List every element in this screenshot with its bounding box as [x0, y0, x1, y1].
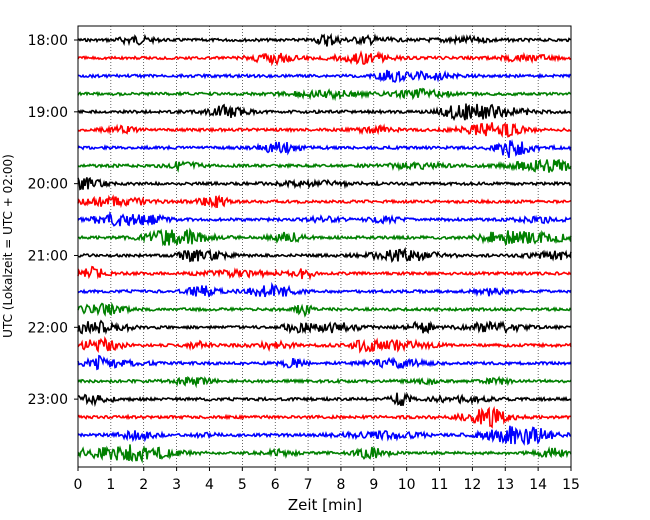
- y-tick-label: 21:00: [28, 248, 68, 264]
- x-axis-ticks: 0 1 2 3 4 5 6 7 8 9 10 11 12 13 14 15: [74, 467, 580, 493]
- trace-line-2045: [77, 227, 572, 247]
- trace-line-1815: [77, 50, 572, 67]
- trace-line-2330: [77, 425, 572, 446]
- y-tick-label: 18:00: [28, 33, 68, 49]
- x-tick-label: 1: [106, 477, 115, 493]
- trace-line-2200: [77, 319, 572, 335]
- trace-line-2100: [77, 246, 572, 263]
- trace-line-1945: [77, 158, 572, 173]
- trace-line-2345: [77, 444, 572, 464]
- y-tick-label: 22:00: [28, 320, 68, 336]
- x-tick-label: 6: [271, 477, 280, 493]
- y-axis-label: UTC (Lokalzeit = UTC + 02:00): [1, 154, 15, 338]
- x-tick-label: 2: [139, 477, 148, 493]
- plot-frame: [77, 25, 572, 468]
- y-axis-ticks: 18:00 19:00 20:00 21:00 22:00 23:00: [28, 33, 78, 408]
- trace-line-1900: [77, 103, 572, 122]
- y-tick-label: 19:00: [28, 105, 68, 121]
- x-tick-label: 12: [463, 477, 481, 493]
- x-tick-label: 10: [398, 477, 416, 493]
- trace-line-2145: [77, 302, 572, 318]
- trace-line-2300: [77, 391, 572, 408]
- trace-line-2030: [77, 211, 572, 227]
- trace-line-2115: [77, 265, 572, 281]
- x-axis-label: Zeit [min]: [288, 496, 362, 514]
- trace-group: [77, 32, 572, 464]
- trace-line-2000: [77, 176, 572, 191]
- x-tick-label: 9: [369, 477, 378, 493]
- x-tick-label: 4: [205, 477, 214, 493]
- trace-line-1830: [77, 69, 572, 84]
- trace-line-1930: [77, 138, 572, 158]
- trace-line-1800: [77, 32, 571, 47]
- x-tick-label: 8: [336, 477, 345, 493]
- y-tick-label: 23:00: [28, 392, 68, 408]
- x-tick-label: 15: [562, 477, 580, 493]
- trace-line-1845: [77, 87, 572, 102]
- x-tick-label: 0: [74, 477, 83, 493]
- x-tick-label: 3: [172, 477, 181, 493]
- trace-line-2015: [77, 194, 572, 209]
- x-tick-label: 11: [431, 477, 449, 493]
- trace-line-2215: [77, 336, 572, 354]
- x-tick-label: 14: [529, 477, 547, 493]
- trace-line-2315: [77, 405, 572, 429]
- trace-line-1915: [77, 122, 572, 138]
- x-tick-label: 13: [496, 477, 514, 493]
- trace-line-2130: [77, 281, 572, 298]
- y-tick-label: 20:00: [28, 177, 68, 193]
- x-tick-label: 7: [304, 477, 313, 493]
- trace-line-2230: [77, 354, 572, 371]
- trace-line-2245: [77, 375, 572, 389]
- x-tick-label: 5: [238, 477, 247, 493]
